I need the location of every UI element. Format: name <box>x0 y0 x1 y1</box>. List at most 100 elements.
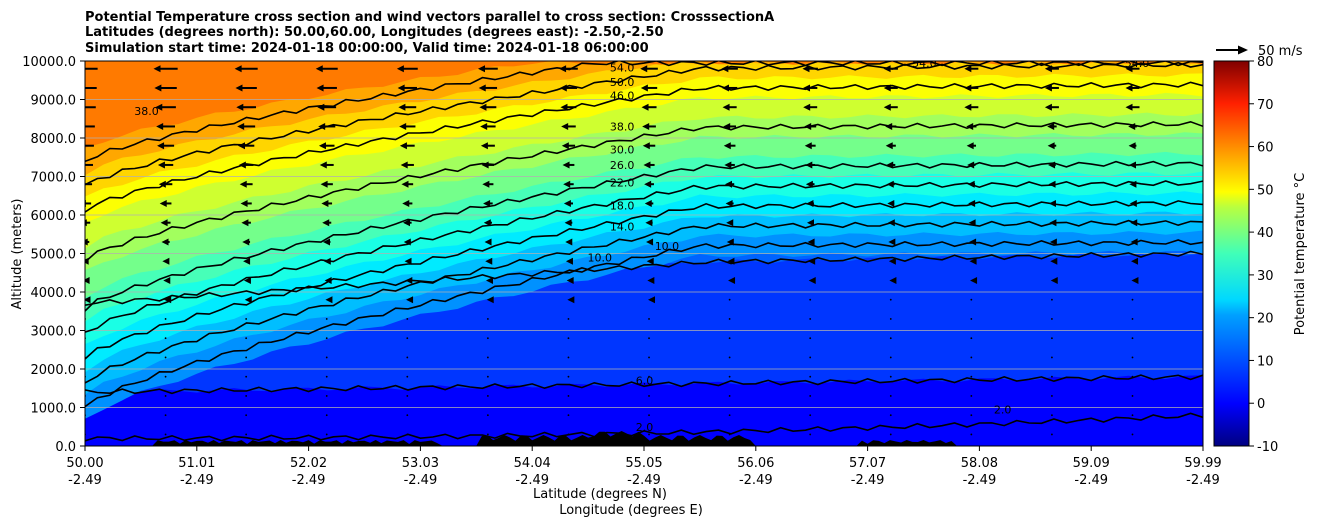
wind-vector <box>567 433 570 436</box>
wind-vector <box>164 433 167 436</box>
wind-vector <box>486 414 489 417</box>
contour-line <box>85 412 1203 442</box>
x-tick-label-lon: -2.49 <box>1186 473 1220 488</box>
wind-vector <box>239 180 253 188</box>
wind-vector <box>1129 180 1137 188</box>
wind-vector <box>642 122 656 130</box>
wind-vector <box>396 65 418 73</box>
wind-vector <box>728 433 731 436</box>
wind-vector <box>400 161 414 169</box>
wind-vector <box>728 318 731 320</box>
contour-label: 26.0 <box>610 159 635 172</box>
wind-vector <box>809 318 812 320</box>
wind-vector <box>648 318 650 320</box>
wind-vector <box>245 356 248 359</box>
wind-vector <box>163 276 171 284</box>
wind-vector <box>1128 122 1137 130</box>
wind-vector <box>648 356 650 359</box>
wind-vector <box>644 199 654 207</box>
wind-vector <box>482 180 494 188</box>
y-tick-label: 1000.0 <box>31 402 77 417</box>
wind-vector <box>567 318 570 320</box>
wind-vector <box>85 67 98 70</box>
wind-vector <box>1051 298 1053 301</box>
wind-vector <box>725 199 734 207</box>
wind-vector <box>240 199 252 207</box>
wind-vector <box>325 433 328 436</box>
wind-vector <box>966 122 977 130</box>
colorbar-tick-label: 20 <box>1257 312 1274 327</box>
wind-vector <box>805 180 815 188</box>
quiver-key-arrowhead <box>1238 45 1248 55</box>
wind-vector <box>85 163 93 166</box>
wind-vector <box>242 238 251 246</box>
wind-vector <box>156 122 175 130</box>
wind-vector <box>406 318 409 320</box>
wind-vector <box>245 375 248 378</box>
wind-vector <box>486 318 489 320</box>
contour-label: 46.0 <box>610 90 635 103</box>
contour-lines <box>85 61 1203 442</box>
wind-vector <box>406 356 409 359</box>
wind-vector <box>964 103 979 111</box>
colorbar-tick-label: -10 <box>1257 440 1278 455</box>
x-tick-label-lat: 51.01 <box>178 456 215 471</box>
wind-vector <box>1051 433 1053 436</box>
wind-vector <box>164 296 172 304</box>
wind-vector <box>401 180 414 188</box>
y-tick-label: 10000.0 <box>22 55 76 70</box>
wind-vector <box>406 414 409 417</box>
colorbar-tick-label: 0 <box>1257 397 1265 412</box>
wind-vector <box>325 296 333 304</box>
wind-vector <box>483 199 493 207</box>
wind-vector <box>85 183 93 186</box>
wind-vector <box>728 395 731 397</box>
wind-vector <box>85 106 96 109</box>
contour-label: 18.0 <box>610 199 635 212</box>
y-tick-label: 0.0 <box>55 440 76 455</box>
wind-vector <box>406 337 409 340</box>
wind-vector <box>889 298 892 301</box>
wind-vector <box>1051 318 1053 320</box>
y-tick-label: 2000.0 <box>31 363 77 378</box>
wind-vector <box>481 161 495 169</box>
wind-vector <box>1129 199 1137 207</box>
x-tick-label-lat: 53.03 <box>402 456 439 471</box>
x-tick-label-lon: -2.49 <box>851 473 885 488</box>
wind-vector <box>164 356 167 359</box>
wind-vector <box>728 337 731 340</box>
wind-vector <box>562 161 575 169</box>
wind-vector <box>325 318 328 320</box>
chart-title-line-2: Latitudes (degrees north): 50.00,60.00, … <box>85 25 664 40</box>
wind-vector <box>398 103 417 111</box>
wind-vector <box>164 337 167 340</box>
plot-area: 54.050.046.038.030.026.022.018.014.010.0… <box>85 61 1203 446</box>
wind-vector <box>723 122 737 130</box>
wind-vector <box>1125 103 1140 111</box>
contour-line <box>85 219 1203 384</box>
x-tick-label-lon: -2.49 <box>627 473 661 488</box>
y-tick-label: 3000.0 <box>31 325 77 340</box>
wind-vector <box>1050 257 1058 265</box>
colorbar-tick-label: 60 <box>1257 141 1274 156</box>
wind-vector <box>1131 337 1134 340</box>
y-tick-label: 7000.0 <box>31 171 77 186</box>
wind-vector <box>809 433 812 436</box>
wind-vectors <box>85 65 1140 436</box>
wind-vector <box>648 296 656 304</box>
wind-vector <box>1131 356 1134 359</box>
wind-vector <box>640 84 658 92</box>
wind-vector <box>883 103 898 111</box>
wind-vector <box>969 238 977 246</box>
wind-vector <box>162 257 170 265</box>
wind-vector <box>809 395 812 397</box>
colorbar-tick-label: 30 <box>1257 269 1274 284</box>
chart-title-line-3: Simulation start time: 2024-01-18 00:00:… <box>85 41 649 56</box>
x-tick-label-lat: 57.07 <box>849 456 886 471</box>
x-tick-label-lon: -2.49 <box>404 473 438 488</box>
wind-vector <box>724 161 735 169</box>
wind-vector <box>889 337 892 340</box>
y-tick-label: 8000.0 <box>31 132 77 147</box>
wind-vector <box>889 414 892 417</box>
wind-vector <box>964 84 979 92</box>
